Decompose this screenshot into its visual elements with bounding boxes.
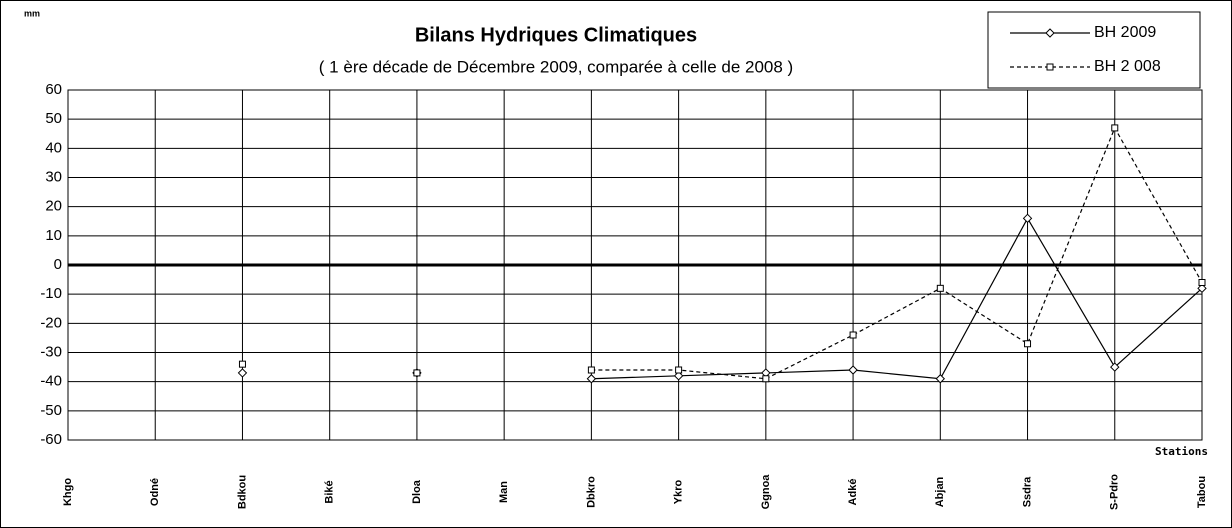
marker — [1024, 340, 1032, 348]
y-axis-label: mm — [24, 8, 40, 18]
y-tick-label: 50 — [45, 110, 62, 127]
x-tick-label: Odné — [149, 478, 161, 506]
y-tick-label: -10 — [40, 285, 62, 302]
legend-label: BH 2009 — [1094, 24, 1156, 41]
legend-marker — [1045, 28, 1055, 38]
legend-label: BH 2 008 — [1094, 58, 1161, 75]
x-tick-label: Man — [498, 481, 510, 503]
y-tick-label: -40 — [40, 373, 62, 390]
y-tick-label: 0 — [54, 256, 62, 273]
marker — [587, 366, 595, 374]
marker — [849, 331, 857, 339]
chart-title: Bilans Hydriques Climatiques — [415, 24, 697, 46]
x-tick-label: Ykro — [673, 479, 685, 504]
x-tick-label: Biké — [324, 480, 336, 503]
y-tick-label: 20 — [45, 198, 62, 215]
marker — [848, 365, 858, 375]
y-tick-label: 10 — [45, 227, 62, 244]
chart-subtitle: ( 1 ère décade de Décembre 2009, comparé… — [319, 57, 793, 76]
y-tick-label: 40 — [45, 139, 62, 156]
marker — [675, 366, 683, 374]
x-tick-label: Adké — [847, 479, 859, 506]
marker — [936, 284, 944, 292]
marker — [237, 368, 248, 378]
y-tick-label: 60 — [45, 81, 62, 98]
series-line — [591, 217, 1203, 380]
x-tick-label: Bdkou — [236, 475, 248, 509]
marker — [935, 374, 946, 384]
x-tick-label: Ssdra — [1021, 476, 1033, 507]
x-axis-label: Stations — [1155, 445, 1208, 458]
y-tick-label: -60 — [40, 431, 62, 448]
legend-marker — [1046, 63, 1054, 71]
y-tick-label: -20 — [40, 314, 62, 331]
marker — [413, 369, 421, 377]
x-tick-label: Abjan — [934, 476, 946, 507]
marker — [762, 375, 770, 383]
y-tick-label: -50 — [40, 402, 62, 419]
x-tick-label: Dbkro — [585, 476, 597, 508]
marker — [673, 371, 684, 381]
marker — [586, 374, 597, 384]
x-tick-label: S-Pdro — [1109, 474, 1121, 510]
marker — [238, 360, 246, 368]
legend-box — [987, 11, 1201, 89]
series-line — [591, 126, 1203, 380]
y-tick-label: 30 — [45, 168, 62, 185]
x-tick-label: Dloa — [411, 479, 423, 504]
x-tick-label: Tabou — [1196, 476, 1208, 508]
marker — [1198, 279, 1206, 286]
marker — [1022, 213, 1033, 224]
y-tick-label: -30 — [40, 343, 62, 360]
marker — [1197, 283, 1207, 294]
x-tick-label: Ggnoa — [760, 474, 772, 510]
x-tick-label: Khgo — [62, 478, 74, 506]
marker — [1111, 124, 1119, 132]
marker — [1110, 362, 1120, 372]
